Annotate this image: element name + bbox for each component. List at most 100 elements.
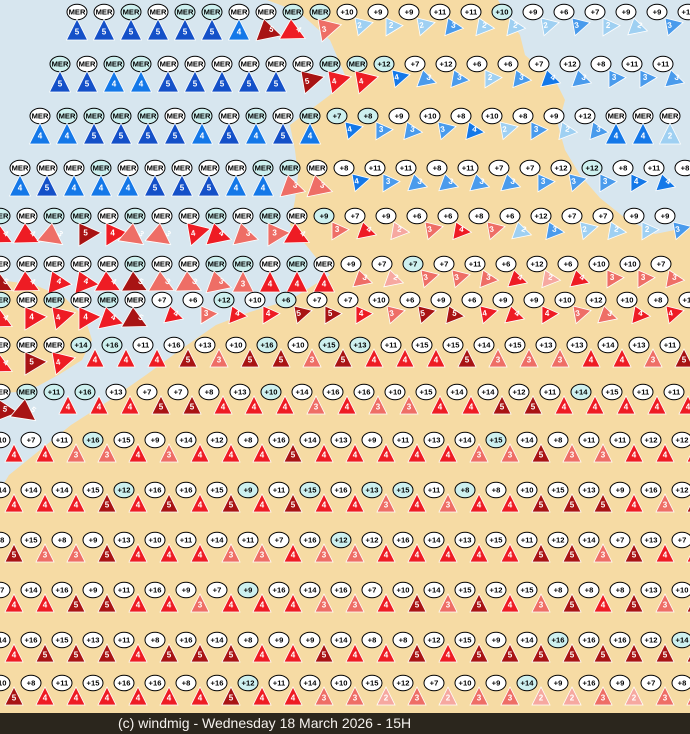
svg-text:MER: MER bbox=[0, 295, 9, 304]
svg-text:5: 5 bbox=[248, 355, 253, 364]
svg-text:MER: MER bbox=[160, 59, 177, 68]
svg-text:4: 4 bbox=[291, 550, 296, 559]
svg-text:+8: +8 bbox=[399, 635, 408, 644]
svg-text:4: 4 bbox=[221, 402, 226, 411]
svg-text:3: 3 bbox=[663, 600, 668, 609]
svg-text:+9: +9 bbox=[395, 111, 404, 120]
svg-text:+16: +16 bbox=[358, 387, 371, 396]
svg-text:+6: +6 bbox=[406, 295, 415, 304]
svg-text:+16: +16 bbox=[273, 585, 286, 594]
svg-text:MER: MER bbox=[289, 259, 306, 268]
svg-text:4: 4 bbox=[663, 550, 668, 559]
svg-text:+11: +11 bbox=[469, 259, 482, 268]
svg-text:MER: MER bbox=[86, 111, 103, 120]
svg-text:+7: +7 bbox=[213, 585, 222, 594]
svg-text:+15: +15 bbox=[521, 585, 535, 594]
svg-text:+9: +9 bbox=[320, 211, 329, 220]
svg-text:+7: +7 bbox=[495, 163, 504, 172]
svg-text:+8: +8 bbox=[519, 111, 528, 120]
svg-text:5: 5 bbox=[156, 28, 161, 37]
svg-text:+11: +11 bbox=[668, 387, 681, 396]
svg-text:4: 4 bbox=[12, 450, 17, 459]
svg-text:5: 5 bbox=[247, 80, 252, 89]
svg-text:3: 3 bbox=[322, 600, 327, 609]
svg-text:5: 5 bbox=[415, 650, 420, 659]
svg-text:+12: +12 bbox=[211, 435, 224, 444]
svg-text:MER: MER bbox=[140, 111, 157, 120]
svg-text:4: 4 bbox=[237, 28, 242, 37]
svg-text:MER: MER bbox=[150, 7, 167, 16]
svg-text:5: 5 bbox=[508, 650, 513, 659]
svg-text:+16: +16 bbox=[168, 340, 181, 349]
svg-text:3: 3 bbox=[241, 280, 246, 289]
svg-text:+15: +15 bbox=[416, 340, 430, 349]
svg-text:+8: +8 bbox=[554, 435, 563, 444]
svg-text:MER: MER bbox=[100, 259, 117, 268]
svg-text:+10: +10 bbox=[0, 678, 6, 687]
svg-text:+13: +13 bbox=[645, 535, 658, 544]
svg-text:4: 4 bbox=[469, 402, 474, 411]
svg-text:4: 4 bbox=[632, 500, 637, 509]
svg-text:MER: MER bbox=[120, 163, 137, 172]
svg-text:4: 4 bbox=[260, 693, 265, 702]
svg-text:MER: MER bbox=[208, 259, 225, 268]
svg-text:4: 4 bbox=[167, 600, 172, 609]
svg-text:+12: +12 bbox=[378, 59, 391, 68]
svg-text:5: 5 bbox=[119, 132, 124, 141]
svg-text:3: 3 bbox=[508, 693, 513, 702]
svg-text:5: 5 bbox=[663, 650, 668, 659]
svg-text:MER: MER bbox=[262, 259, 279, 268]
svg-text:MER: MER bbox=[204, 7, 221, 16]
svg-text:5: 5 bbox=[539, 450, 544, 459]
svg-text:MER: MER bbox=[127, 259, 144, 268]
svg-text:+10: +10 bbox=[249, 295, 262, 304]
svg-text:5: 5 bbox=[281, 132, 286, 141]
svg-text:+9: +9 bbox=[374, 7, 383, 16]
svg-text:4: 4 bbox=[43, 600, 48, 609]
svg-text:+10: +10 bbox=[676, 585, 689, 594]
svg-text:+8: +8 bbox=[461, 485, 470, 494]
svg-text:3: 3 bbox=[407, 402, 412, 411]
svg-text:+7: +7 bbox=[591, 7, 600, 16]
svg-text:+8: +8 bbox=[182, 678, 191, 687]
svg-text:+11: +11 bbox=[434, 7, 447, 16]
svg-text:MER: MER bbox=[127, 295, 144, 304]
svg-text:+11: +11 bbox=[465, 7, 478, 16]
svg-text:+15: +15 bbox=[509, 340, 523, 349]
svg-text:MER: MER bbox=[635, 111, 652, 120]
svg-text:+10: +10 bbox=[593, 259, 606, 268]
svg-text:+8: +8 bbox=[340, 163, 349, 172]
svg-text:3: 3 bbox=[527, 355, 532, 364]
svg-text:+13: +13 bbox=[118, 535, 131, 544]
svg-text:5: 5 bbox=[167, 650, 172, 659]
svg-text:+16: +16 bbox=[583, 635, 596, 644]
svg-text:4: 4 bbox=[65, 132, 70, 141]
svg-text:3: 3 bbox=[322, 693, 327, 702]
svg-text:3: 3 bbox=[603, 177, 608, 186]
svg-text:4: 4 bbox=[229, 450, 234, 459]
svg-text:+12: +12 bbox=[490, 585, 503, 594]
svg-text:5: 5 bbox=[146, 132, 151, 141]
svg-text:2: 2 bbox=[632, 693, 637, 702]
svg-text:+11: +11 bbox=[428, 485, 441, 494]
svg-text:4: 4 bbox=[477, 500, 482, 509]
svg-text:+16: +16 bbox=[25, 635, 38, 644]
svg-text:5: 5 bbox=[415, 600, 420, 609]
svg-text:+9: +9 bbox=[492, 635, 501, 644]
svg-text:+12: +12 bbox=[645, 435, 658, 444]
svg-text:4: 4 bbox=[266, 309, 271, 318]
svg-text:3: 3 bbox=[105, 450, 110, 459]
svg-text:+9: +9 bbox=[616, 485, 625, 494]
svg-text:MER: MER bbox=[208, 211, 225, 220]
svg-text:4: 4 bbox=[686, 402, 690, 411]
svg-text:+15: +15 bbox=[490, 535, 504, 544]
svg-text:MER: MER bbox=[73, 259, 90, 268]
svg-text:MER: MER bbox=[66, 163, 83, 172]
svg-text:MER: MER bbox=[262, 211, 279, 220]
svg-text:4: 4 bbox=[12, 650, 17, 659]
svg-text:4: 4 bbox=[260, 500, 265, 509]
svg-text:+6: +6 bbox=[564, 259, 573, 268]
svg-text:+10: +10 bbox=[624, 259, 637, 268]
svg-text:+7: +7 bbox=[678, 535, 687, 544]
svg-text:4: 4 bbox=[322, 500, 327, 509]
